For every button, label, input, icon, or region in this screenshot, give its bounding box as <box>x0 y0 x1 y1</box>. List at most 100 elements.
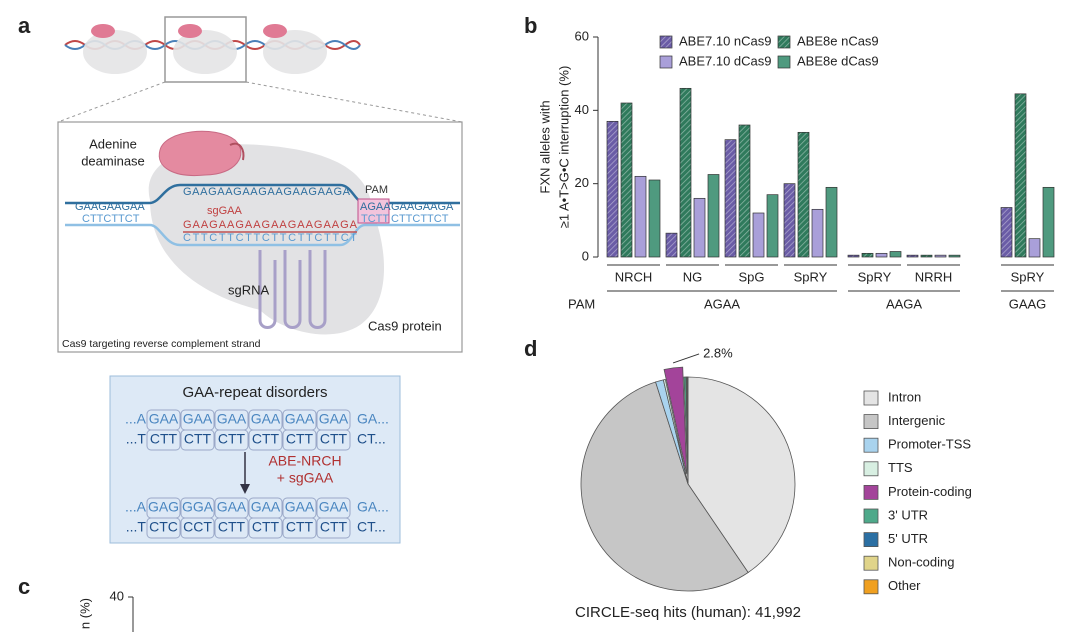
repeat-box <box>248 517 283 539</box>
sequence: GAA <box>319 411 349 427</box>
arrow-head <box>240 484 250 494</box>
editor-label: ABE-NRCH <box>268 453 341 469</box>
bar <box>620 102 633 258</box>
sequence: CTT <box>320 519 348 535</box>
legend-label: Protein-coding <box>888 484 972 499</box>
legend-swatch <box>863 484 879 500</box>
sequence: GAA <box>217 411 247 427</box>
legend-swatch <box>863 508 879 524</box>
cas9-thumb <box>173 30 237 74</box>
sequence: ...A <box>125 411 147 427</box>
legend-label: ABE8e nCas9 <box>797 33 879 48</box>
y-tick-label: 40 <box>110 588 124 603</box>
bar <box>606 120 619 258</box>
sequence: AGAA <box>360 201 391 213</box>
bar <box>948 254 961 258</box>
bar <box>875 252 888 258</box>
sequence: ...A <box>125 499 147 515</box>
sequence: ...T <box>126 431 147 447</box>
x-tick-label: SpRY <box>1011 269 1045 284</box>
legend-label: ABE7.10 nCas9 <box>679 33 772 48</box>
charts: 0 20 40 60 FXN alleles with ≥1 A•T>G•C interr… <box>77 28 1055 632</box>
panel-label: a <box>18 13 31 38</box>
legend-label: Promoter-TSS <box>888 437 971 452</box>
sequence: GAA <box>183 411 213 427</box>
bar <box>665 232 678 258</box>
sequence: GAAGAAGAAGAAGAAGAAGA <box>183 219 358 231</box>
zoom-line <box>245 81 463 123</box>
bar <box>934 254 947 258</box>
bar <box>707 174 720 258</box>
bar <box>724 139 737 258</box>
sequence-rows: ...A GAA GAA GAA GAA GAA GAA GA......T CTT CTT CTT… <box>125 409 389 539</box>
sequence: CT... <box>357 519 386 535</box>
panel-label: c <box>18 574 30 599</box>
sequence: GAA <box>285 499 315 515</box>
group-label: GAAG <box>1009 296 1047 311</box>
panel-a: Adenine deaminase GAAGAAGAAGAAGAAGAAGA G… <box>57 16 463 544</box>
legend-label: 3' UTR <box>888 507 928 522</box>
disorder-box <box>109 375 401 544</box>
repeat-box <box>316 517 351 539</box>
legend-swatch <box>863 555 879 571</box>
sequence: GAAGAAGAA <box>75 201 145 213</box>
y-tick-label: 40 <box>575 102 589 117</box>
y-axis-label: n (%) <box>77 598 92 629</box>
bar <box>920 254 933 258</box>
y-axis-label: FXN alleles with <box>537 100 552 193</box>
leader-line <box>672 353 700 364</box>
bar <box>1028 238 1041 258</box>
bar <box>825 186 838 258</box>
sequence: GAA <box>149 411 179 427</box>
legend-label: ABE8e dCas9 <box>797 53 879 68</box>
y-tick-label: 0 <box>582 248 589 263</box>
group-label: AGAA <box>704 296 740 311</box>
legend-swatch <box>863 390 879 406</box>
bar <box>1042 186 1055 258</box>
sequence: CT... <box>357 431 386 447</box>
legend-swatch <box>659 35 673 49</box>
repeat-box <box>316 429 351 451</box>
sequence: GA... <box>357 499 389 515</box>
sequence: CTT <box>286 519 314 535</box>
deaminase-thumb <box>263 24 287 38</box>
label: PAM <box>365 184 388 196</box>
sequence: GAA <box>251 411 281 427</box>
sequence: CTT <box>252 431 280 447</box>
x-tick-label: NG <box>683 269 703 284</box>
pie-slice <box>686 376 689 485</box>
sequence: CTT <box>320 431 348 447</box>
legend-swatch <box>863 532 879 547</box>
legend-label: Non-coding <box>888 555 955 570</box>
deaminase-thumb <box>91 24 115 38</box>
legend-swatch <box>863 579 879 595</box>
sequence: GA... <box>357 411 389 427</box>
bar <box>679 87 692 258</box>
pam-box <box>357 198 390 224</box>
legend-label: Other <box>888 578 921 593</box>
bar <box>906 254 919 258</box>
x-tick-label: NRRH <box>915 269 953 284</box>
bar <box>1014 93 1027 258</box>
bar <box>783 183 796 258</box>
sequence: GAAGAAGAAGAAGAAGAAGA <box>183 186 351 198</box>
bar <box>693 197 706 258</box>
repeat-box <box>180 429 215 451</box>
sequence: GAA <box>319 499 349 515</box>
x-tick-label: SpRY <box>858 269 892 284</box>
cas9-thumb <box>263 30 327 74</box>
sequence: CTT <box>218 431 246 447</box>
label: deaminase <box>81 153 145 168</box>
repeat-box <box>214 429 249 451</box>
sequence: CTT <box>184 431 212 447</box>
bar <box>634 175 647 258</box>
legend-label: Intergenic <box>888 413 946 428</box>
chart-title: CIRCLE-seq hits (human): 41,992 <box>575 604 801 621</box>
sequence: TCTT <box>361 213 389 225</box>
bar <box>797 131 810 258</box>
legend-swatch <box>863 461 879 477</box>
adenine-deaminase <box>158 130 242 177</box>
bar <box>766 194 779 258</box>
sequence: CTT <box>286 431 314 447</box>
value-label: 2.8% <box>703 345 733 360</box>
